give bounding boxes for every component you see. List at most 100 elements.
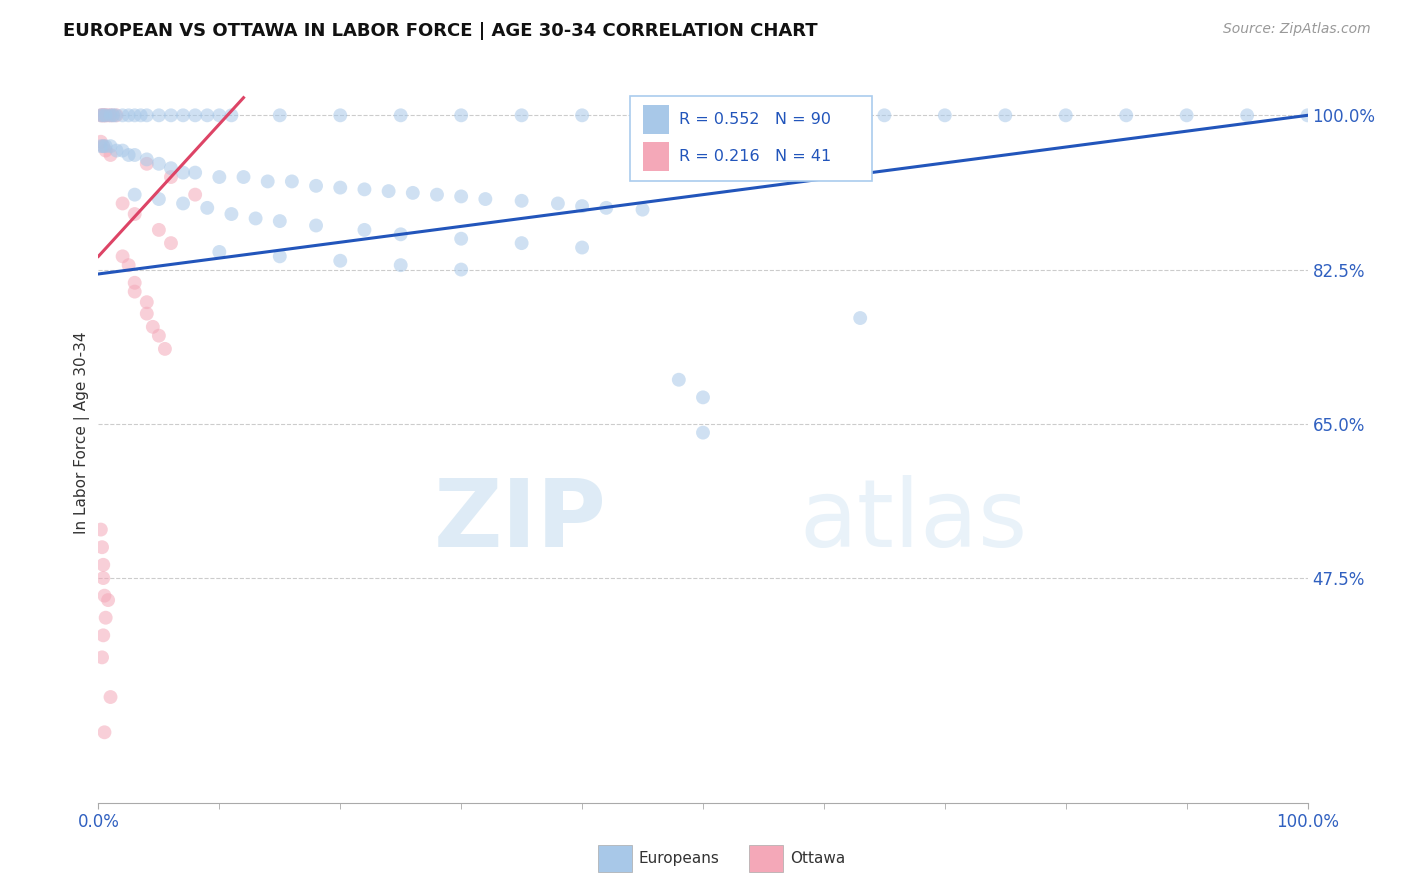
Point bbox=[208, 108, 231, 122]
Point bbox=[105, 144, 128, 158]
Point bbox=[148, 157, 170, 171]
Point bbox=[571, 108, 593, 122]
Point bbox=[353, 182, 375, 196]
Point bbox=[135, 295, 157, 310]
Point bbox=[91, 139, 114, 153]
Point bbox=[94, 610, 117, 624]
Point bbox=[813, 108, 835, 122]
Point bbox=[91, 628, 114, 642]
Point bbox=[172, 166, 194, 180]
Point bbox=[269, 249, 291, 263]
Point bbox=[148, 192, 170, 206]
FancyBboxPatch shape bbox=[643, 105, 669, 134]
Point bbox=[91, 108, 114, 122]
Y-axis label: In Labor Force | Age 30-34: In Labor Force | Age 30-34 bbox=[75, 331, 90, 534]
Point bbox=[90, 523, 112, 537]
Point bbox=[571, 240, 593, 255]
Point bbox=[450, 189, 472, 203]
Point bbox=[90, 139, 112, 153]
Point bbox=[124, 108, 146, 122]
Point bbox=[90, 135, 112, 149]
Point bbox=[1296, 108, 1319, 122]
Point bbox=[94, 108, 117, 122]
Point bbox=[221, 108, 243, 122]
Point bbox=[172, 108, 194, 122]
Point bbox=[101, 108, 124, 122]
Point bbox=[153, 342, 176, 356]
Point bbox=[111, 144, 134, 158]
Point bbox=[97, 593, 120, 607]
Point bbox=[100, 108, 122, 122]
Point bbox=[91, 540, 114, 554]
Point bbox=[184, 166, 207, 180]
Point bbox=[474, 192, 496, 206]
Point bbox=[994, 108, 1017, 122]
Point bbox=[124, 285, 146, 299]
Point bbox=[93, 589, 115, 603]
Point bbox=[160, 108, 183, 122]
Text: EUROPEAN VS OTTAWA IN LABOR FORCE | AGE 30-34 CORRELATION CHART: EUROPEAN VS OTTAWA IN LABOR FORCE | AGE … bbox=[63, 22, 818, 40]
Point bbox=[389, 108, 412, 122]
Point bbox=[752, 108, 775, 122]
Point bbox=[195, 108, 218, 122]
Point bbox=[849, 311, 872, 326]
Point bbox=[1236, 108, 1258, 122]
Point bbox=[91, 139, 114, 153]
Point bbox=[245, 211, 267, 226]
Point bbox=[91, 558, 114, 572]
Point bbox=[184, 187, 207, 202]
Point bbox=[692, 390, 714, 404]
Point bbox=[873, 108, 896, 122]
Point bbox=[510, 108, 533, 122]
Point bbox=[450, 262, 472, 277]
Point bbox=[135, 153, 157, 167]
Point bbox=[111, 249, 134, 263]
Point bbox=[118, 258, 141, 272]
Point bbox=[450, 232, 472, 246]
Point bbox=[94, 139, 117, 153]
Point bbox=[172, 196, 194, 211]
Point bbox=[135, 307, 157, 321]
Point bbox=[256, 174, 278, 188]
Point bbox=[97, 108, 120, 122]
Point bbox=[305, 178, 328, 193]
Point bbox=[142, 319, 165, 334]
Point bbox=[124, 276, 146, 290]
Point bbox=[129, 108, 152, 122]
Point bbox=[160, 161, 183, 176]
Point bbox=[232, 169, 254, 184]
Point bbox=[281, 174, 304, 188]
Text: Ottawa: Ottawa bbox=[790, 851, 845, 866]
Point bbox=[934, 108, 956, 122]
Point bbox=[94, 144, 117, 158]
Point bbox=[1115, 108, 1137, 122]
Point bbox=[389, 258, 412, 272]
Point bbox=[547, 196, 569, 211]
Point bbox=[510, 236, 533, 251]
Point bbox=[118, 148, 141, 162]
Point bbox=[329, 253, 352, 268]
Point bbox=[135, 108, 157, 122]
Point bbox=[631, 108, 654, 122]
Point bbox=[148, 108, 170, 122]
Point bbox=[91, 108, 114, 122]
Point bbox=[195, 201, 218, 215]
Point bbox=[148, 223, 170, 237]
Point bbox=[90, 108, 112, 122]
FancyBboxPatch shape bbox=[749, 845, 783, 871]
Point bbox=[692, 108, 714, 122]
Point bbox=[93, 725, 115, 739]
Point bbox=[90, 108, 112, 122]
Point bbox=[305, 219, 328, 233]
FancyBboxPatch shape bbox=[630, 95, 872, 181]
Point bbox=[510, 194, 533, 208]
Point bbox=[100, 139, 122, 153]
Point bbox=[91, 571, 114, 585]
Point bbox=[105, 108, 128, 122]
Point bbox=[118, 108, 141, 122]
Text: Europeans: Europeans bbox=[638, 851, 720, 866]
Point bbox=[148, 328, 170, 343]
Point bbox=[101, 108, 124, 122]
Point bbox=[160, 169, 183, 184]
Point bbox=[329, 108, 352, 122]
